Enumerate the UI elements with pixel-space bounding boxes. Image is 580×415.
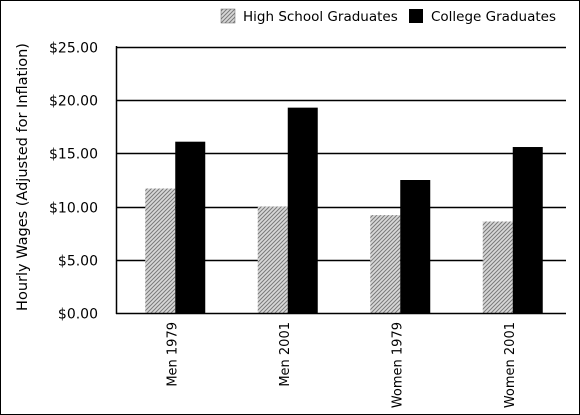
bar-high-school	[370, 215, 401, 313]
x-tick-label: Men 2001	[278, 322, 293, 387]
y-tick-label: $10.00	[49, 201, 98, 217]
y-axis-title: Hourly Wages (Adjusted for Inflation)	[15, 43, 31, 311]
x-tick-label: Women 2001	[503, 322, 518, 408]
bar-high-school	[145, 188, 176, 313]
y-tick-label: $0.00	[58, 307, 98, 323]
y-tick-labels: $0.00 $5.00 $10.00 $15.00 $20.00 $25.00	[49, 41, 98, 323]
bar-high-school	[482, 221, 513, 313]
bar-college	[287, 107, 318, 313]
bar-college	[175, 141, 206, 313]
y-tick-label: $20.00	[49, 94, 98, 110]
legend: High School Graduates College Graduates	[220, 8, 556, 25]
bar-high-school	[257, 206, 288, 313]
legend-label-college: College Graduates	[431, 9, 556, 25]
bar-college	[400, 180, 431, 313]
bars	[145, 107, 543, 313]
legend-swatch-college	[409, 9, 423, 23]
y-tick-label: $25.00	[49, 41, 98, 57]
x-tick-label: Men 1979	[165, 322, 180, 387]
legend-swatch-high-school	[220, 8, 236, 24]
y-tick-label: $5.00	[58, 254, 98, 270]
x-tick-label: Women 1979	[390, 322, 405, 408]
legend-label-high-school: High School Graduates	[243, 9, 398, 25]
bar-college	[512, 147, 543, 313]
y-tick-label: $15.00	[49, 147, 98, 163]
x-tick-labels: Men 1979 Men 2001 Women 1979 Women 2001	[165, 322, 518, 408]
